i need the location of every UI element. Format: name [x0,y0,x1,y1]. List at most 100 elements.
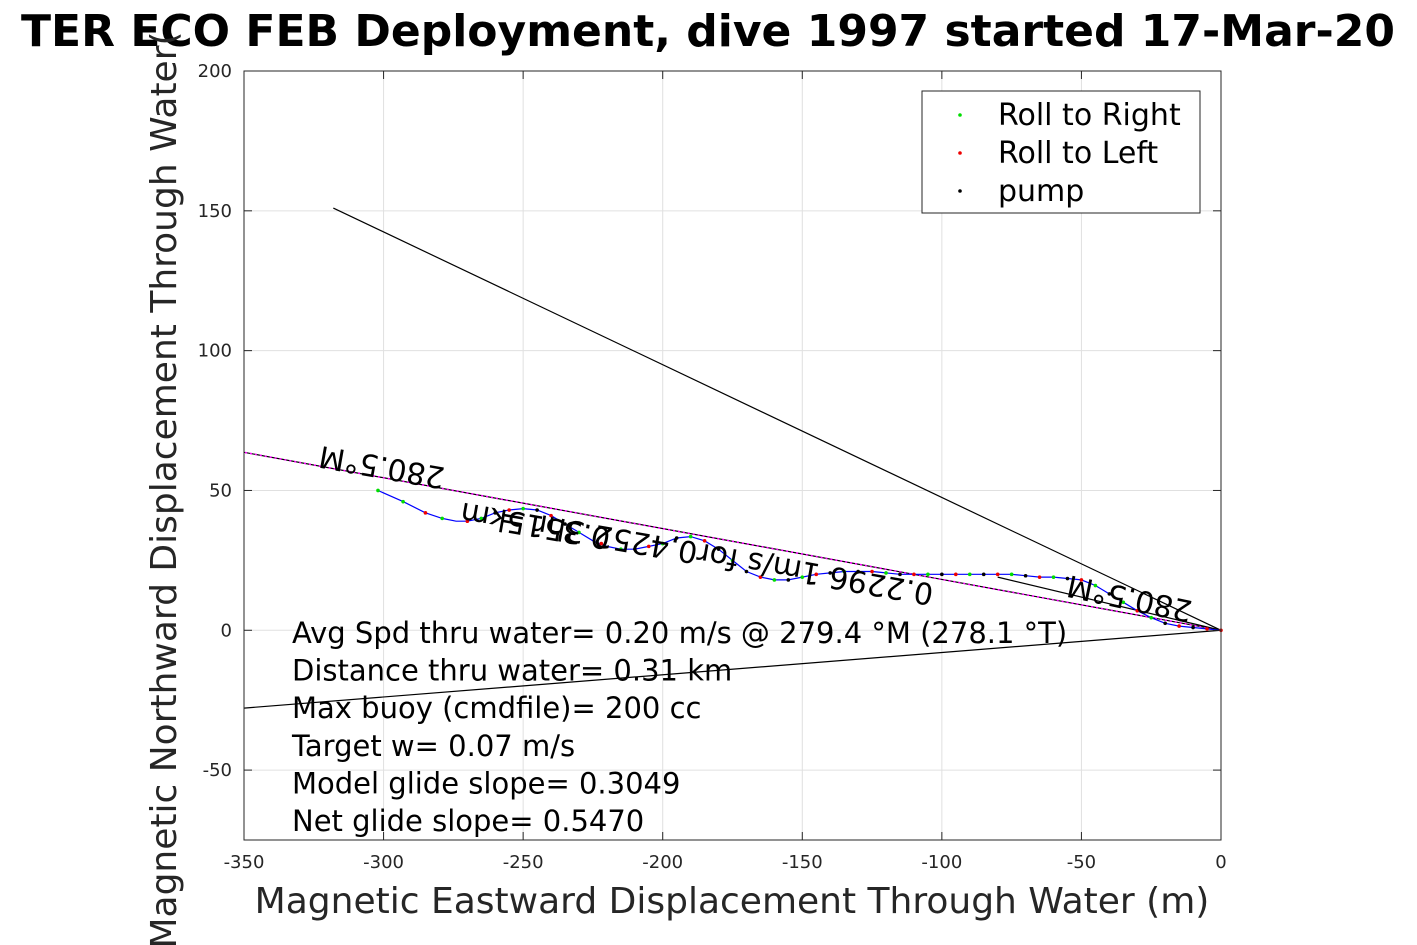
pump-point [856,569,860,574]
roll-right-point [440,516,444,521]
y-tick-label: 200 [198,61,232,82]
roll-right-point [926,572,930,577]
roll-right-point [772,578,777,582]
y-tick-label: -50 [203,760,232,781]
roll-left-point [995,572,1000,577]
track-line [377,489,1222,631]
roll-left-point [423,511,428,515]
roll-right-point [967,572,972,577]
pump-point [828,571,832,575]
stats-line: Model glide slope= 0.3049 [292,766,680,800]
roll-right-point [800,575,805,579]
dive-track [377,489,1222,631]
roll-left-point [702,538,707,543]
x-tick-label: -350 [224,852,265,873]
roll-left-point [1135,608,1140,613]
y-tick-label: 150 [198,201,232,222]
stats-line: Max buoy (cmdfile)= 200 cc [292,691,701,725]
pump-point [1065,576,1070,581]
reference-line [333,207,1221,631]
pump-point [981,572,986,577]
roll-left-point [1037,575,1042,579]
legend-label: Roll to Right [998,98,1181,133]
roll-right-point [401,499,405,504]
pump-point [898,572,902,577]
roll-right-point [1121,600,1126,605]
roll-right-point [660,541,665,546]
roll-left-point [912,572,916,577]
roll-left-point [599,541,604,546]
x-tick-label: -150 [782,852,823,873]
roll-right-point [1093,583,1098,588]
pump-point [1163,621,1167,626]
roll-right-point [619,547,623,551]
stats-line: Net glide slope= 0.5470 [292,804,644,838]
y-tick-label: 0 [221,620,232,641]
legend-label: pump [998,174,1084,209]
legend-box [921,90,1201,214]
pump-point [716,547,721,551]
y-tick-label: 100 [198,341,232,362]
legend-label: Roll to Left [998,136,1158,171]
roll-right-point [1009,572,1014,577]
x-tick-label: -100 [921,852,962,873]
roll-left-point [1205,627,1209,631]
pump-point [493,511,498,515]
pump-point [633,547,637,551]
pump-point [1107,592,1112,596]
x-tick-label: -300 [363,852,404,873]
roll-right-point [884,571,888,575]
roll-left-point [814,572,819,577]
plot-frame [243,70,1222,841]
roll-right-point [479,516,484,521]
x-tick-label: -50 [1067,852,1096,873]
stats-line: Target w= 0.07 m/s [291,729,575,763]
pump-point [940,572,944,577]
heading-line-dotted [244,451,1221,632]
roll-right-point [577,530,581,535]
roll-left-point [1079,578,1084,582]
x-axis-label: Magnetic Eastward Displacement Through W… [255,881,1210,922]
x-tick-label: -200 [642,852,683,873]
pump-point [674,536,679,540]
legend-marker [958,113,962,117]
roll-right-point [376,488,380,493]
chart-title: TER ECO FEB Deployment, dive 1997 starte… [21,6,1395,57]
stats-line: Avg Spd thru water= 0.20 m/s @ 279.4 °M … [292,616,1067,650]
pump-point [1023,573,1028,578]
pump-point [563,522,567,526]
stats-annotations: Avg Spd thru water= 0.20 m/s @ 279.4 °M … [291,616,1067,838]
y-axis-label: Magnetic Northward Displacement Through … [144,31,185,945]
roll-left-point [465,519,470,524]
reference-line [997,576,1221,631]
pump-point [1191,625,1195,630]
legend-marker [958,189,962,193]
roll-right-point [842,569,846,574]
roll-right-point [1051,575,1056,579]
stats-line: Distance thru water= 0.31 km [292,654,732,688]
roll-left-point [549,513,553,518]
pump-point [744,569,749,574]
roll-right-point [521,506,525,511]
axis-ticks: -350 -300 -250 -200 -150 -100 -50 0 -50 0 50 100 150… [198,61,1227,873]
reference-lines [244,207,1221,709]
roll-left-point [954,572,958,577]
x-tick-label: 0 [1215,852,1226,873]
reference-line [244,629,1221,709]
roll-left-point [758,575,763,579]
roll-left-point [870,569,874,574]
legend-marker [958,151,962,155]
roll-right-point [1149,615,1154,620]
roll-left-point [507,508,511,512]
roll-left-point [646,544,651,549]
roll-right-point [730,558,735,563]
y-tick-label: 50 [209,480,232,501]
data-points [376,488,1223,633]
roll-left-point [1177,624,1181,628]
x-tick-label: -250 [503,852,544,873]
roll-right-point [688,534,693,539]
pump-point [786,578,791,582]
pump-point [535,508,539,512]
